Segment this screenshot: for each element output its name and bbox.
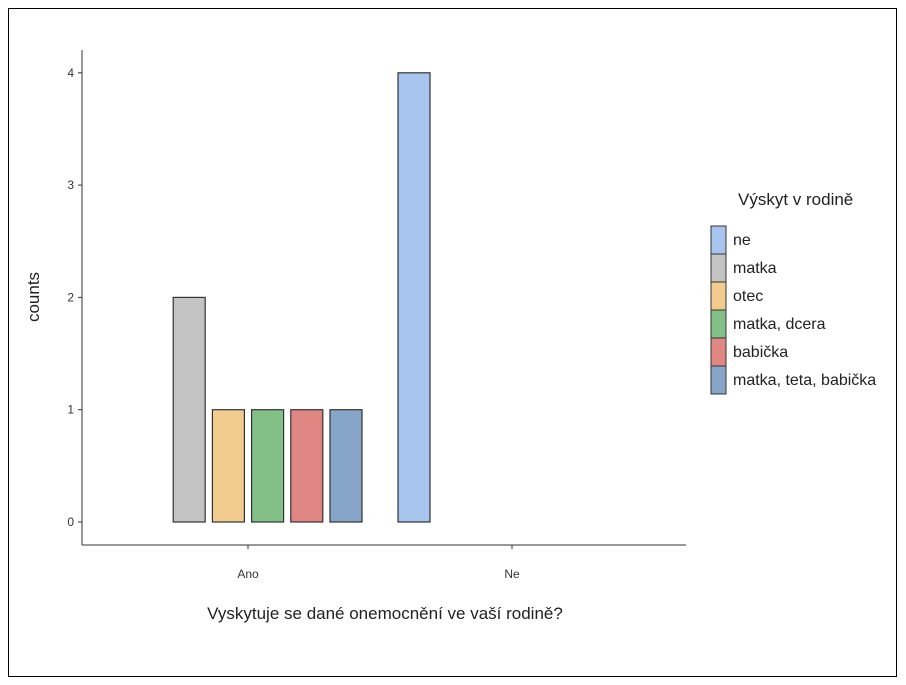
legend-key: [710, 253, 727, 283]
y-tick-label: 4: [67, 66, 74, 80]
y-tick-label: 3: [67, 178, 74, 192]
legend-label: babička: [733, 344, 788, 361]
bar: [397, 72, 431, 523]
y-axis-title: counts: [24, 272, 43, 322]
legend-key: [710, 309, 727, 339]
y-tick-label: 2: [67, 290, 74, 304]
legend-title: Výskyt v rodině: [738, 190, 853, 209]
legend: Výskyt v rodině ne matka otec matka, dcera b…: [710, 190, 876, 395]
legend-label: otec: [733, 288, 763, 305]
chart-frame: [8, 8, 897, 677]
legend-key: [710, 225, 727, 255]
bar: [290, 409, 324, 523]
bar: [211, 409, 245, 523]
bars: [172, 72, 431, 523]
legend-label: matka, dcera: [733, 316, 826, 333]
bar: [329, 409, 363, 523]
x-tick-label: Ano: [237, 567, 259, 581]
x-tick-label: Ne: [504, 567, 520, 581]
legend-key: [710, 281, 727, 311]
bar: [172, 296, 206, 523]
legend-label: ne: [733, 232, 751, 249]
x-axis-title: Vyskytuje se dané onemocnění ve vaší rod…: [207, 604, 563, 623]
y-tick-label: 1: [67, 403, 74, 417]
y-axis: 0 1 2 3 4: [67, 50, 83, 545]
legend-key: [710, 337, 727, 367]
legend-label: matka: [733, 260, 777, 277]
x-axis: Ano Ne: [82, 544, 686, 581]
legend-label: matka, teta, babička: [733, 372, 876, 389]
legend-key: [710, 365, 727, 395]
bar: [251, 409, 285, 523]
y-tick-label: 0: [67, 515, 74, 529]
